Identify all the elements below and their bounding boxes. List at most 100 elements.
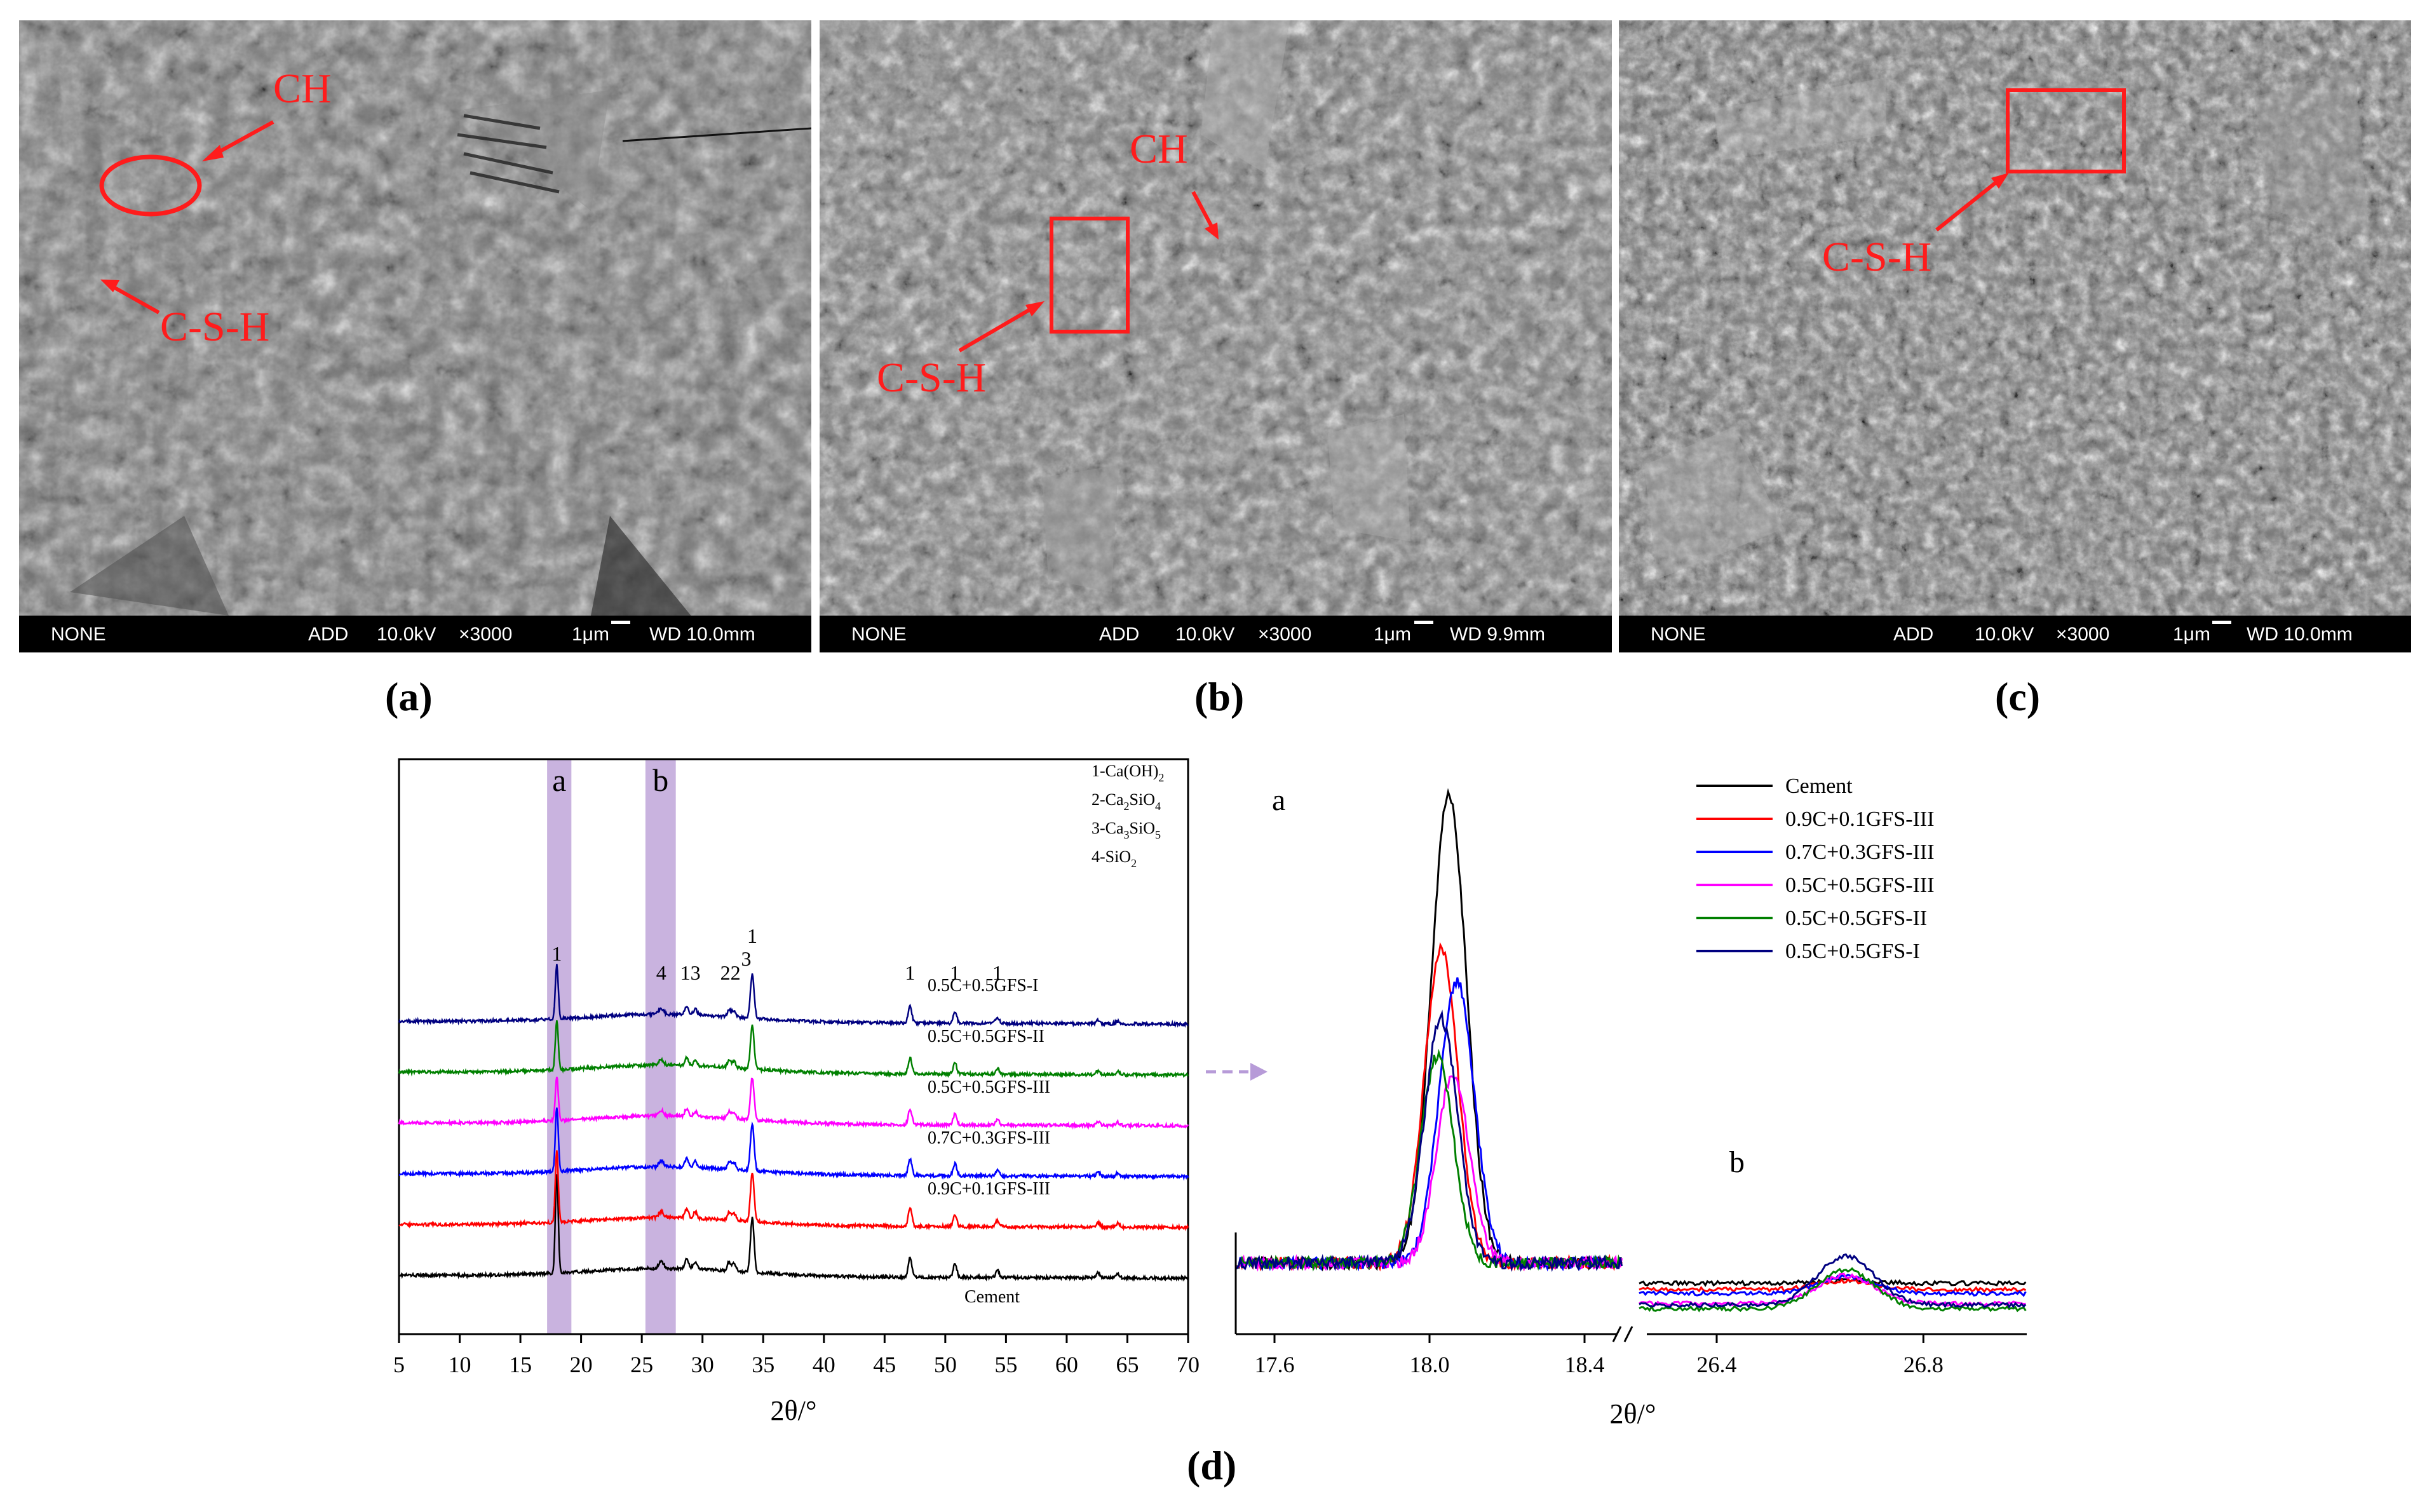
peak-label: 4 bbox=[656, 961, 666, 984]
csh-label-c: C-S-H bbox=[1822, 234, 1932, 280]
scale-bar bbox=[2212, 621, 2231, 624]
series-label: 0.5C+0.5GFS-II bbox=[928, 1027, 1044, 1046]
mag-b-line-0.5C+0.5GFS-I bbox=[1639, 1253, 2027, 1309]
sem-databar-c: NONE ADD 10.0kV ×3000 1μm WD 10.0mm bbox=[1619, 616, 2411, 652]
scale-bar bbox=[1414, 621, 1433, 624]
series-label: 0.7C+0.3GFS-III bbox=[928, 1128, 1050, 1148]
mag-x-tick-label: 18.4 bbox=[1565, 1352, 1605, 1377]
databar-working-distance: WD 9.9mm bbox=[1450, 624, 1545, 645]
mag-legend-label: 0.5C+0.5GFS-III bbox=[1785, 874, 1935, 897]
series-line-0.5C+0.5GFS-I bbox=[398, 964, 1189, 1029]
scale-bar bbox=[611, 621, 630, 624]
legend-subscript: 2 bbox=[1158, 771, 1164, 784]
mag-b-line-0.5C+0.5GFS-II bbox=[1639, 1267, 2027, 1313]
peak-label: 1 bbox=[992, 961, 1003, 984]
databar-scale-label: 1μm bbox=[572, 624, 609, 645]
mag-segment-label-a: a bbox=[1272, 783, 1285, 817]
series-line-0.5C+0.5GFS-III bbox=[398, 1076, 1189, 1130]
databar-magnification: ×3000 bbox=[459, 624, 513, 645]
databar-voltage: 10.0kV bbox=[1975, 624, 2034, 645]
x-axis-label: 2θ/° bbox=[771, 1395, 817, 1426]
databar-scale-label: 1μm bbox=[2173, 624, 2210, 645]
x-tick-label: 35 bbox=[752, 1352, 774, 1377]
plot-frame bbox=[398, 758, 1189, 1335]
series-label: 0.5C+0.5GFS-III bbox=[928, 1077, 1050, 1097]
mag-legend-label: 0.5C+0.5GFS-I bbox=[1785, 940, 1920, 963]
peak-label: 13 bbox=[680, 961, 701, 984]
series-label: 0.5C+0.5GFS-I bbox=[928, 976, 1038, 996]
peak-label: 1 bbox=[950, 961, 960, 984]
databar-detector: ADD bbox=[308, 624, 349, 645]
sem-texture-a bbox=[19, 20, 811, 652]
mag-a-line-0.9C+0.1GFS-III bbox=[1234, 942, 1623, 1272]
mag-a-line-0.5C+0.5GFS-I bbox=[1235, 1009, 1623, 1272]
csh-label-a: C-S-H bbox=[160, 304, 270, 350]
mag-a-line-0.5C+0.5GFS-III bbox=[1235, 1075, 1623, 1272]
databar-mode: NONE bbox=[1651, 624, 1706, 645]
panel-label-b: (b) bbox=[1194, 674, 1245, 719]
legend-item: 3-Ca3SiO5 bbox=[1092, 819, 1161, 841]
databar-detector: ADD bbox=[1893, 624, 1934, 645]
mag-x-tick-label: 18.0 bbox=[1410, 1352, 1450, 1377]
sem-texture-b bbox=[820, 20, 1612, 652]
csh-label-b: C-S-H bbox=[877, 354, 987, 401]
databar-mode: NONE bbox=[851, 624, 907, 645]
mag-x-axis-label: 2θ/° bbox=[1610, 1398, 1656, 1429]
panel-label-c: (c) bbox=[1995, 674, 2041, 719]
mag-b-line-0.7C+0.3GFS-III bbox=[1639, 1273, 2027, 1297]
legend-subscript: 3 bbox=[1124, 828, 1130, 841]
ch-arrow-a bbox=[202, 145, 224, 161]
peak-label: 3 bbox=[741, 947, 751, 970]
x-tick-label: 30 bbox=[691, 1352, 714, 1377]
legend-item: 2-Ca2SiO4 bbox=[1092, 790, 1161, 813]
mag-x-tick-label: 26.4 bbox=[1697, 1352, 1737, 1377]
annotations-b bbox=[958, 191, 1219, 353]
legend-subscript: 4 bbox=[1155, 800, 1161, 813]
csh-arrow-b bbox=[1025, 301, 1044, 316]
ch-arrow-b bbox=[1205, 222, 1219, 240]
x-tick-label: 70 bbox=[1177, 1352, 1200, 1377]
x-tick-label: 50 bbox=[934, 1352, 957, 1377]
ch-label-b: CH bbox=[1130, 126, 1188, 172]
axis-break-mark bbox=[1623, 1326, 1633, 1342]
sem-texture-c bbox=[1619, 20, 2411, 652]
databar-magnification: ×3000 bbox=[2056, 624, 2110, 645]
series-line-0.7C+0.3GFS-III bbox=[399, 1107, 1189, 1181]
mag-b-line-0.9C+0.1GFS-III bbox=[1639, 1278, 2027, 1293]
x-tick-label: 5 bbox=[393, 1352, 405, 1377]
csh-arrow-a bbox=[100, 280, 119, 292]
mag-legend-label: 0.9C+0.1GFS-III bbox=[1785, 807, 1935, 831]
databar-voltage: 10.0kV bbox=[377, 624, 436, 645]
peak-label: 1 bbox=[551, 942, 562, 965]
series-line-0.5C+0.5GFS-II bbox=[398, 1020, 1189, 1079]
peak-label: 1 bbox=[747, 924, 757, 947]
sem-image-c: C-S-H NONE ADD 10.0kV ×3000 1μm WD 10.0m… bbox=[1619, 20, 2411, 652]
legend-subscript: 2 bbox=[1131, 857, 1137, 870]
connector-arrowhead bbox=[1250, 1063, 1268, 1081]
legend-text: SiO bbox=[1130, 790, 1155, 809]
sem-image-b: CH C-S-H NONE ADD 10.0kV ×3000 1μm WD 9.… bbox=[820, 20, 1612, 652]
series-line-Cement bbox=[398, 1174, 1189, 1282]
legend-text: SiO bbox=[1130, 819, 1155, 837]
x-tick-label: 10 bbox=[449, 1352, 471, 1377]
csh-box-b bbox=[1050, 217, 1130, 334]
csh-box-c bbox=[2006, 88, 2126, 173]
x-tick-label: 55 bbox=[994, 1352, 1017, 1377]
legend-item: 1-Ca(OH)2 bbox=[1092, 762, 1164, 784]
databar-voltage: 10.0kV bbox=[1175, 624, 1235, 645]
databar-detector: ADD bbox=[1099, 624, 1140, 645]
x-tick-label: 65 bbox=[1116, 1352, 1139, 1377]
series-line-0.9C+0.1GFS-III bbox=[398, 1150, 1189, 1232]
mag-legend-label: Cement bbox=[1785, 774, 1853, 798]
peak-label: 22 bbox=[720, 961, 741, 984]
series-label: 0.9C+0.1GFS-III bbox=[928, 1179, 1050, 1199]
ch-label-a: CH bbox=[273, 65, 332, 112]
legend-subscript: 5 bbox=[1155, 828, 1161, 841]
databar-mode: NONE bbox=[51, 624, 106, 645]
panel-label-d: (d) bbox=[1187, 1443, 1237, 1488]
databar-working-distance: WD 10.0mm bbox=[649, 624, 755, 645]
series-label: Cement bbox=[964, 1287, 1020, 1307]
ch-circle-a bbox=[99, 154, 202, 217]
